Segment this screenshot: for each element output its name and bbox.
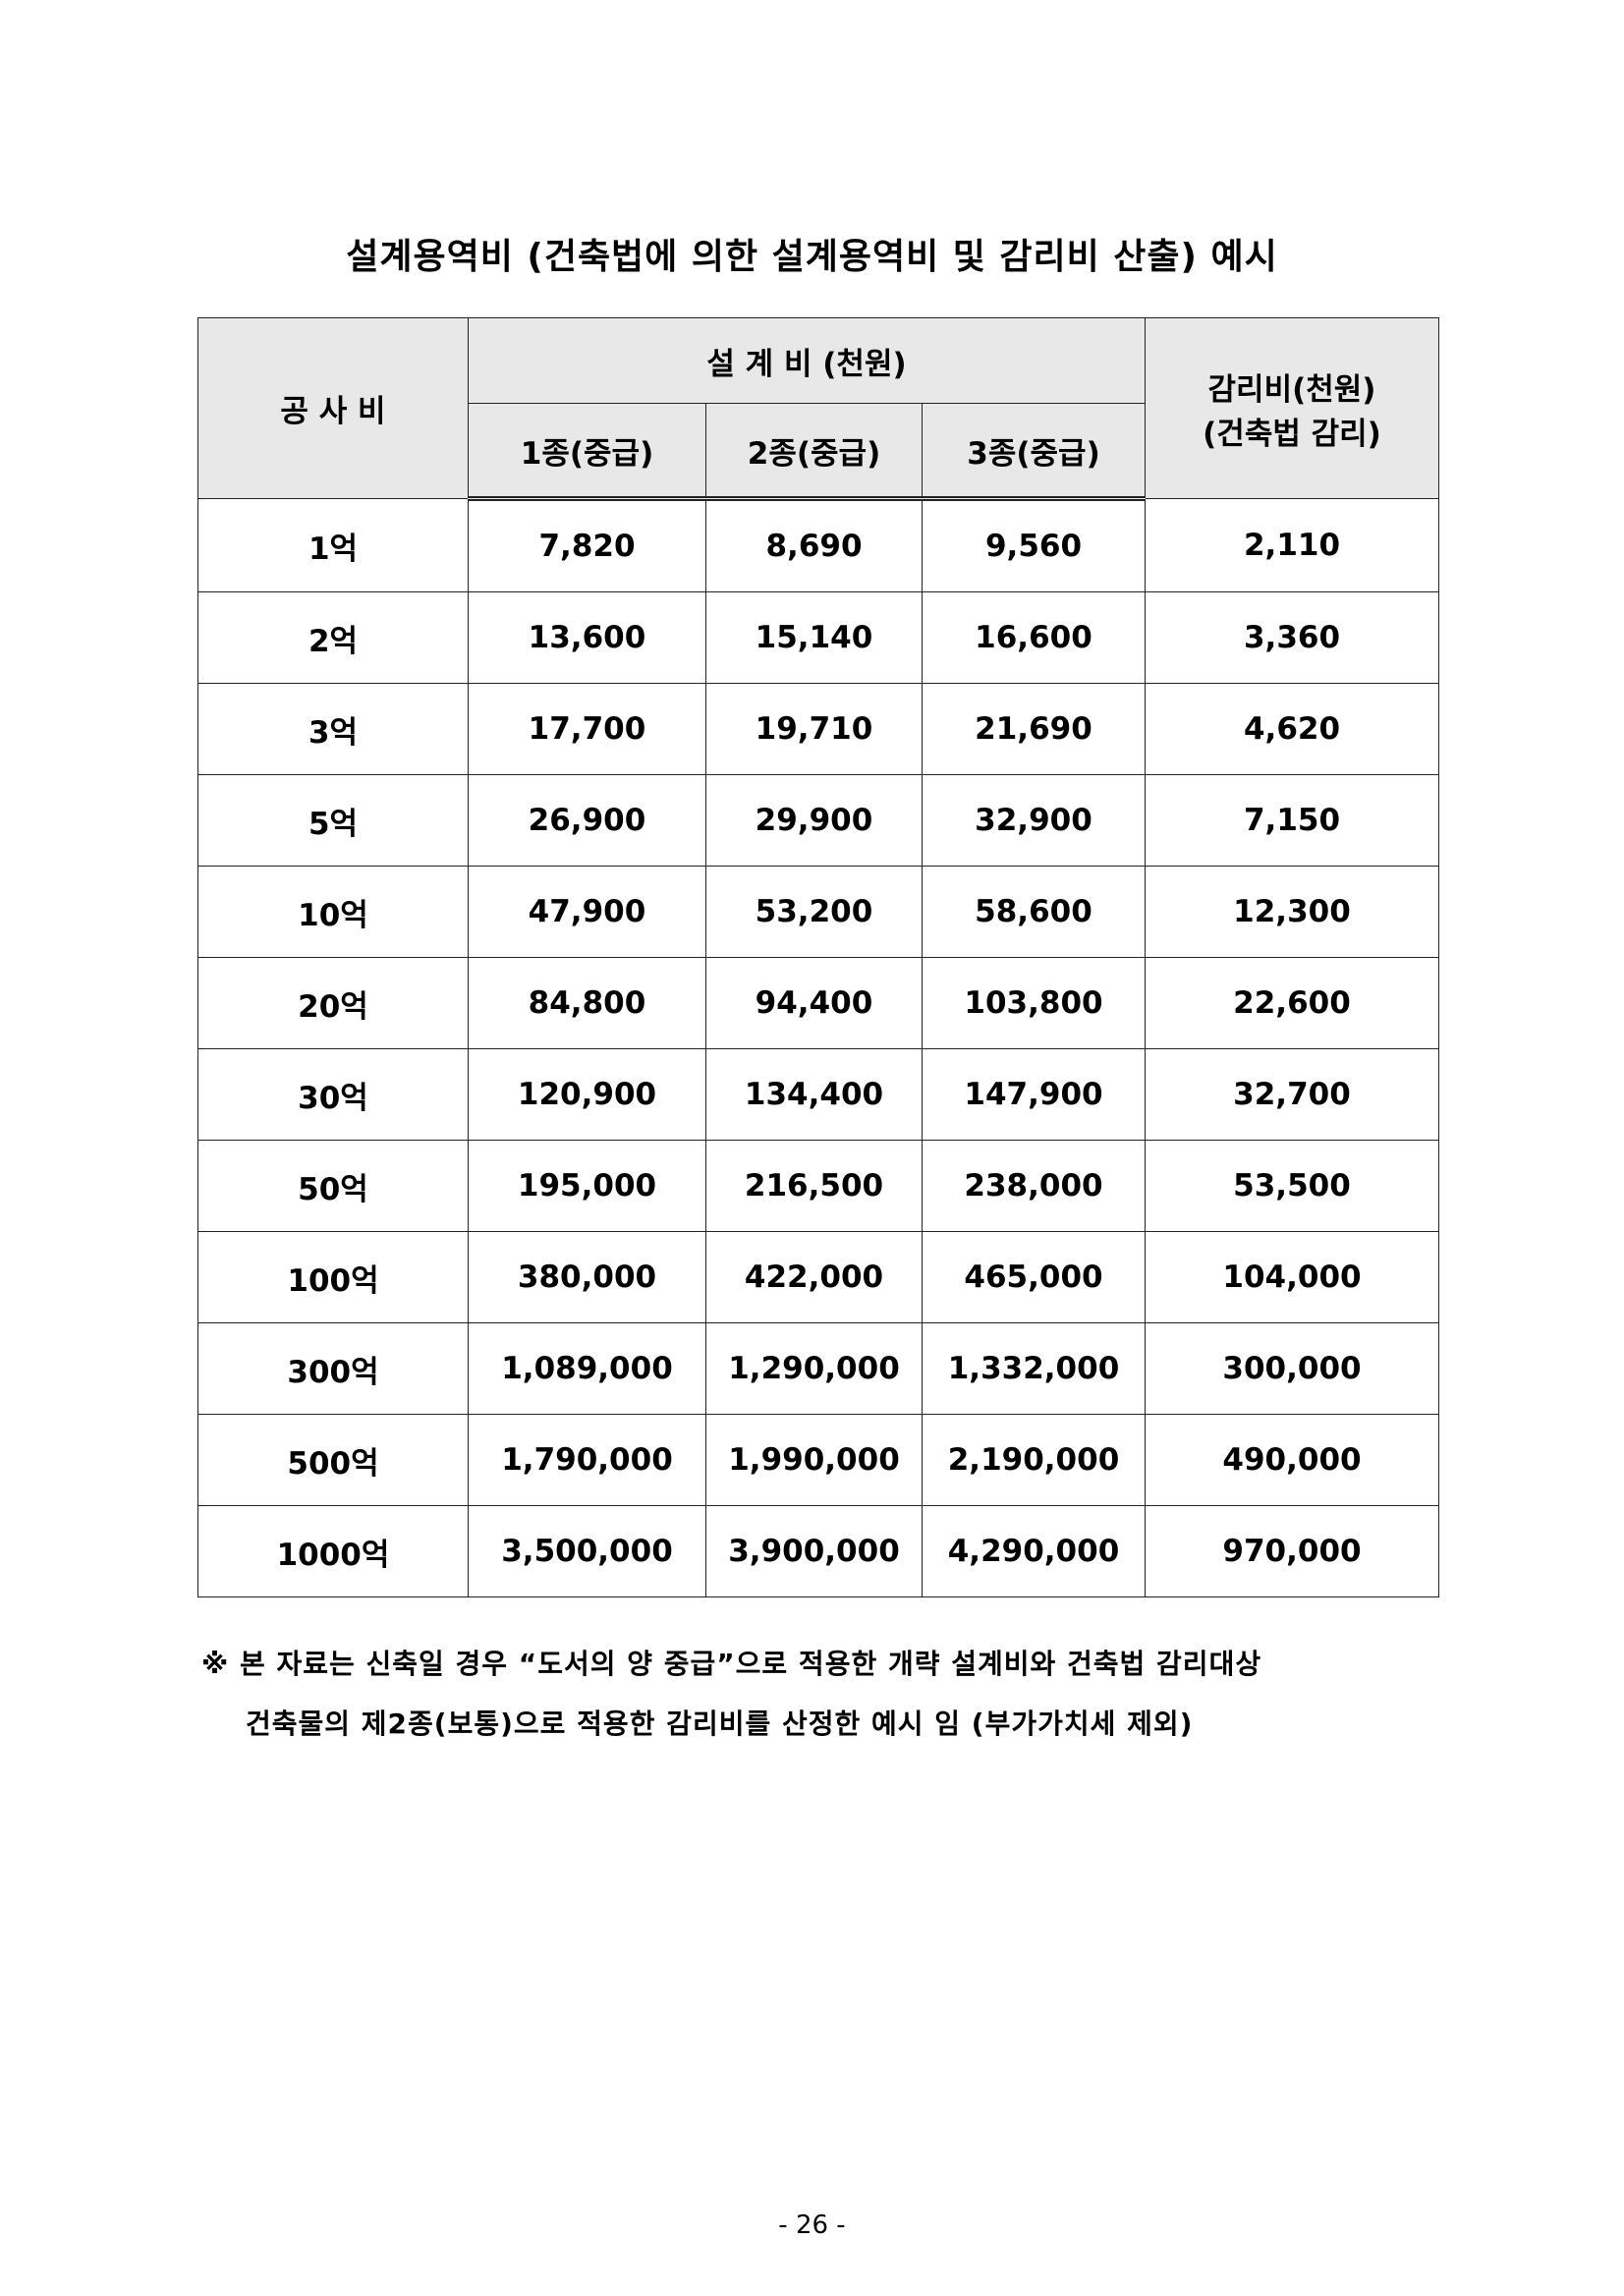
header-supervision-fee: 감리비(천원) (건축법 감리) <box>1145 317 1439 499</box>
construction-cost-cell: 300억 <box>197 1322 469 1415</box>
fee-cell: 1,790,000 <box>468 1414 706 1506</box>
table-row: 3억 17,700 19,710 21,690 4,620 <box>197 683 1439 775</box>
table-row: 20억 84,800 94,400 103,800 22,600 <box>197 957 1439 1049</box>
fee-cell: 19,710 <box>705 683 923 775</box>
fee-cell: 8,690 <box>705 498 923 592</box>
fee-cell: 12,300 <box>1145 866 1439 958</box>
fee-cell: 1,290,000 <box>705 1322 923 1415</box>
fee-cell: 26,900 <box>468 774 706 867</box>
fee-cell: 147,900 <box>922 1048 1146 1141</box>
fee-cell: 490,000 <box>1145 1414 1439 1506</box>
construction-cost-cell: 50억 <box>197 1140 469 1232</box>
header-supervision-line2: (건축법 감리) <box>1203 416 1381 452</box>
construction-cost-cell: 500억 <box>197 1414 469 1506</box>
fee-cell: 422,000 <box>705 1231 923 1323</box>
fee-cell: 17,700 <box>468 683 706 775</box>
fee-cell: 465,000 <box>922 1231 1146 1323</box>
fee-cell: 3,360 <box>1145 591 1439 684</box>
construction-cost-cell: 100억 <box>197 1231 469 1323</box>
header-class-1: 1종(중급) <box>468 403 706 501</box>
table-row: 50억 195,000 216,500 238,000 53,500 <box>197 1140 1439 1232</box>
header-class-2: 2종(중급) <box>705 403 923 501</box>
fee-cell: 53,200 <box>705 866 923 958</box>
fee-cell: 16,600 <box>922 591 1146 684</box>
fee-cell: 103,800 <box>922 957 1146 1049</box>
fee-cell: 15,140 <box>705 591 923 684</box>
note-line-2: 건축물의 제2종(보통)으로 적용한 감리비를 산정한 예시 임 (부가가치세 … <box>246 1708 1194 1740</box>
fee-cell: 216,500 <box>705 1140 923 1232</box>
construction-cost-cell: 20억 <box>197 957 469 1049</box>
fee-cell: 94,400 <box>705 957 923 1049</box>
fee-cell: 13,600 <box>468 591 706 684</box>
table-row: 100억 380,000 422,000 465,000 104,000 <box>197 1231 1439 1323</box>
table-row: 30억 120,900 134,400 147,900 32,700 <box>197 1048 1439 1141</box>
fee-cell: 1,990,000 <box>705 1414 923 1506</box>
header-supervision-line1: 감리비(천원) <box>1207 371 1376 408</box>
fee-cell: 47,900 <box>468 866 706 958</box>
fee-cell: 53,500 <box>1145 1140 1439 1232</box>
construction-cost-cell: 30억 <box>197 1048 469 1141</box>
construction-cost-cell: 5억 <box>197 774 469 867</box>
header-class-3: 3종(중급) <box>922 403 1146 501</box>
fee-cell: 2,190,000 <box>922 1414 1146 1506</box>
page-title: 설계용역비 (건축법에 의한 설계용역비 및 감리비 산출) 예시 <box>346 237 1278 277</box>
header-design-fee: 설 계 비 (천원) <box>468 317 1146 404</box>
fee-cell: 32,700 <box>1145 1048 1439 1141</box>
fee-cell: 58,600 <box>922 866 1146 958</box>
fee-cell: 22,600 <box>1145 957 1439 1049</box>
construction-cost-cell: 1000억 <box>197 1505 469 1597</box>
fee-cell: 300,000 <box>1145 1322 1439 1415</box>
construction-cost-cell: 3억 <box>197 683 469 775</box>
fee-cell: 970,000 <box>1145 1505 1439 1597</box>
note-line-1: ※ 본 자료는 신축일 경우 “도서의 양 중급”으로 적용한 개략 설계비와 … <box>201 1648 1262 1680</box>
fee-cell: 4,290,000 <box>922 1505 1146 1597</box>
table-row: 1000억 3,500,000 3,900,000 4,290,000 970,000 <box>197 1505 1439 1597</box>
fee-cell: 195,000 <box>468 1140 706 1232</box>
table-row: 300억 1,089,000 1,290,000 1,332,000 300,000 <box>197 1322 1439 1415</box>
fee-cell: 4,620 <box>1145 683 1439 775</box>
fee-cell: 238,000 <box>922 1140 1146 1232</box>
fee-cell: 104,000 <box>1145 1231 1439 1323</box>
fee-table: 공 사 비 설 계 비 (천원) 감리비(천원) (건축법 감리) 1종(중급) … <box>197 317 1439 1597</box>
fee-cell: 32,900 <box>922 774 1146 867</box>
page-number: - 26 - <box>778 2211 846 2240</box>
fee-cell: 1,089,000 <box>468 1322 706 1415</box>
table-row: 10억 47,900 53,200 58,600 12,300 <box>197 866 1439 958</box>
table-row: 5억 26,900 29,900 32,900 7,150 <box>197 774 1439 867</box>
fee-cell: 2,110 <box>1145 498 1439 592</box>
header-construction-cost: 공 사 비 <box>197 317 469 499</box>
fee-cell: 9,560 <box>922 498 1146 592</box>
construction-cost-cell: 2억 <box>197 591 469 684</box>
table-row: 2억 13,600 15,140 16,600 3,360 <box>197 591 1439 684</box>
fee-cell: 120,900 <box>468 1048 706 1141</box>
fee-cell: 134,400 <box>705 1048 923 1141</box>
table-row: 500억 1,790,000 1,990,000 2,190,000 490,000 <box>197 1414 1439 1506</box>
fee-cell: 29,900 <box>705 774 923 867</box>
construction-cost-cell: 10억 <box>197 866 469 958</box>
fee-cell: 7,820 <box>468 498 706 592</box>
fee-cell: 3,900,000 <box>705 1505 923 1597</box>
fee-cell: 1,332,000 <box>922 1322 1146 1415</box>
fee-cell: 84,800 <box>468 957 706 1049</box>
table-row: 1억 7,820 8,690 9,560 2,110 <box>197 498 1439 592</box>
fee-cell: 380,000 <box>468 1231 706 1323</box>
construction-cost-cell: 1억 <box>197 498 469 592</box>
fee-cell: 7,150 <box>1145 774 1439 867</box>
fee-cell: 3,500,000 <box>468 1505 706 1597</box>
fee-cell: 21,690 <box>922 683 1146 775</box>
